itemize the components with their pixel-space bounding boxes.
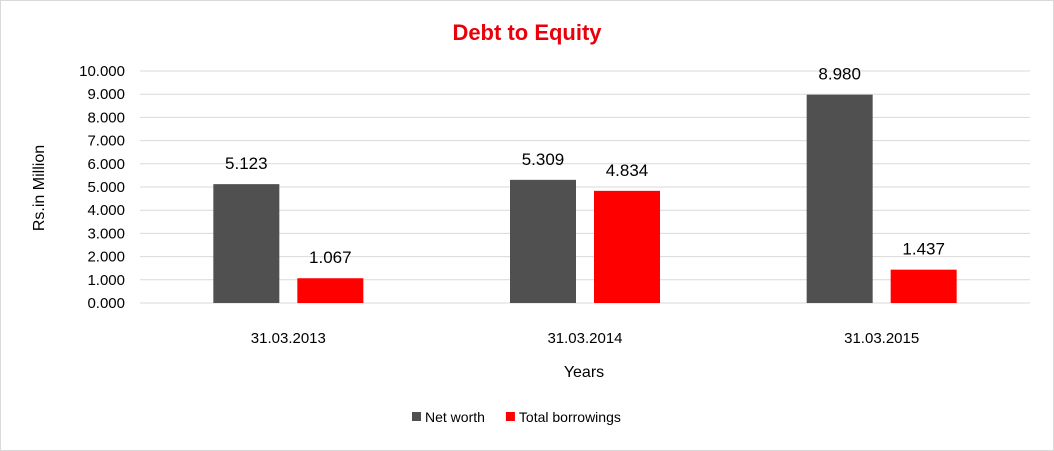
bars — [213, 94, 957, 303]
bar-net-worth-1 — [510, 179, 576, 303]
y-tick-label-8: 8.000 — [87, 109, 125, 126]
x-axis-categories: 31.03.2013 31.03.2014 31.03.2015 — [251, 330, 919, 347]
y-tick-label-1: 1.000 — [87, 272, 125, 289]
bar-total-borrowings-0 — [297, 278, 364, 303]
data-label-net-worth-0: 5.123 — [225, 154, 268, 173]
bar-net-worth-2 — [806, 94, 873, 303]
y-tick-label-4: 4.000 — [87, 202, 125, 219]
bar-net-worth-0 — [213, 184, 280, 303]
x-axis-title: Years — [564, 364, 604, 381]
gridlines — [140, 70, 1030, 304]
y-axis-ticks: 0.000 1.000 2.000 3.000 4.000 5.000 6.000 7.000… — [79, 63, 125, 312]
y-tick-label-2: 2.000 — [87, 249, 125, 266]
data-label-net-worth-1: 5.309 — [522, 150, 565, 169]
y-axis-title: Rs.in Million — [31, 145, 48, 231]
y-tick-label-0: 0.000 — [87, 295, 125, 312]
legend-label-0: Net worth — [425, 409, 485, 425]
y-tick-label-10: 10.000 — [79, 63, 125, 80]
data-label-net-worth-2: 8.980 — [818, 65, 861, 84]
x-category-label-0: 31.03.2013 — [251, 330, 326, 347]
data-label-total-borrowings-2: 1.437 — [902, 240, 945, 259]
y-tick-label-9: 9.000 — [87, 86, 125, 103]
legend-label-1: Total borrowings — [519, 409, 621, 425]
data-labels: 5.123 1.067 5.309 4.834 8.980 1.437 — [225, 65, 945, 268]
x-category-label-1: 31.03.2014 — [547, 330, 622, 347]
bar-total-borrowings-2 — [890, 269, 957, 303]
x-category-label-2: 31.03.2015 — [844, 330, 919, 347]
bar-total-borrowings-1 — [594, 190, 660, 303]
y-tick-label-7: 7.000 — [87, 133, 125, 150]
legend: Net worth Total borrowings — [412, 409, 621, 425]
legend-swatch-0 — [412, 412, 421, 421]
y-tick-label-3: 3.000 — [87, 225, 125, 242]
y-tick-label-6: 6.000 — [87, 156, 125, 173]
legend-swatch-1 — [505, 412, 515, 421]
data-label-total-borrowings-1: 4.834 — [606, 161, 649, 180]
y-tick-label-5: 5.000 — [87, 179, 125, 196]
chart-title: Debt to Equity — [452, 20, 602, 45]
data-label-total-borrowings-0: 1.067 — [309, 248, 352, 267]
